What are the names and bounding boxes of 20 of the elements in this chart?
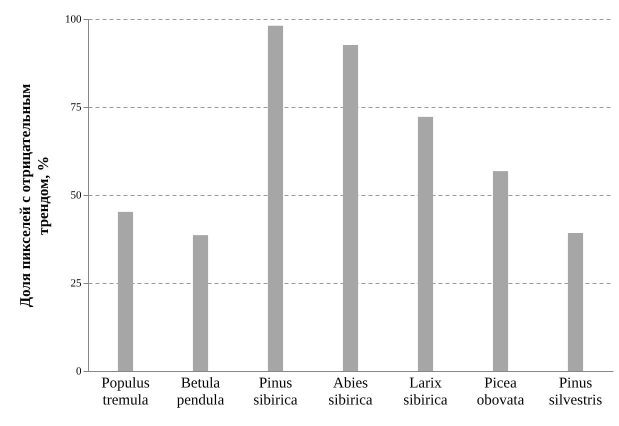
bar xyxy=(492,171,508,371)
bar xyxy=(268,26,284,371)
x-tick-label: Betula pendula xyxy=(176,376,225,408)
x-tick-label: Abies sibirica xyxy=(328,376,373,408)
bar xyxy=(192,235,208,371)
y-axis-title: Доля пикселей с отрицательным трендом, % xyxy=(18,84,52,308)
y-tick-label: 0 xyxy=(76,366,82,378)
bar xyxy=(342,45,358,371)
y-tick-label: 25 xyxy=(70,278,82,290)
y-tick-label: 100 xyxy=(65,14,82,26)
bar xyxy=(568,233,584,371)
y-tick-label: 50 xyxy=(70,190,82,202)
x-tick-label: Picea obovata xyxy=(476,376,525,408)
x-tick-label: Populus tremula xyxy=(101,376,150,408)
bar xyxy=(418,116,434,371)
y-tick-label: 75 xyxy=(70,102,82,114)
x-tick-label: Larix sibirica xyxy=(403,376,448,408)
bar xyxy=(118,212,134,371)
x-tick-label: Pinus sibirica xyxy=(253,376,298,408)
x-tick-label: Pinus silvestris xyxy=(548,376,602,408)
